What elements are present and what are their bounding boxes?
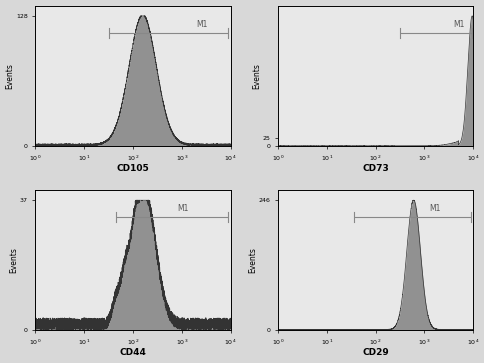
- X-axis label: CD105: CD105: [116, 164, 149, 173]
- Text: M1: M1: [177, 204, 188, 213]
- Text: M1: M1: [428, 204, 440, 213]
- X-axis label: CD29: CD29: [362, 348, 388, 358]
- X-axis label: CD73: CD73: [362, 164, 388, 173]
- Y-axis label: Events: Events: [5, 63, 15, 89]
- Y-axis label: Events: Events: [252, 63, 260, 89]
- Y-axis label: Events: Events: [247, 247, 257, 273]
- Text: M1: M1: [196, 20, 208, 29]
- Y-axis label: Events: Events: [9, 247, 18, 273]
- Text: M1: M1: [453, 20, 464, 29]
- X-axis label: CD44: CD44: [119, 348, 146, 358]
